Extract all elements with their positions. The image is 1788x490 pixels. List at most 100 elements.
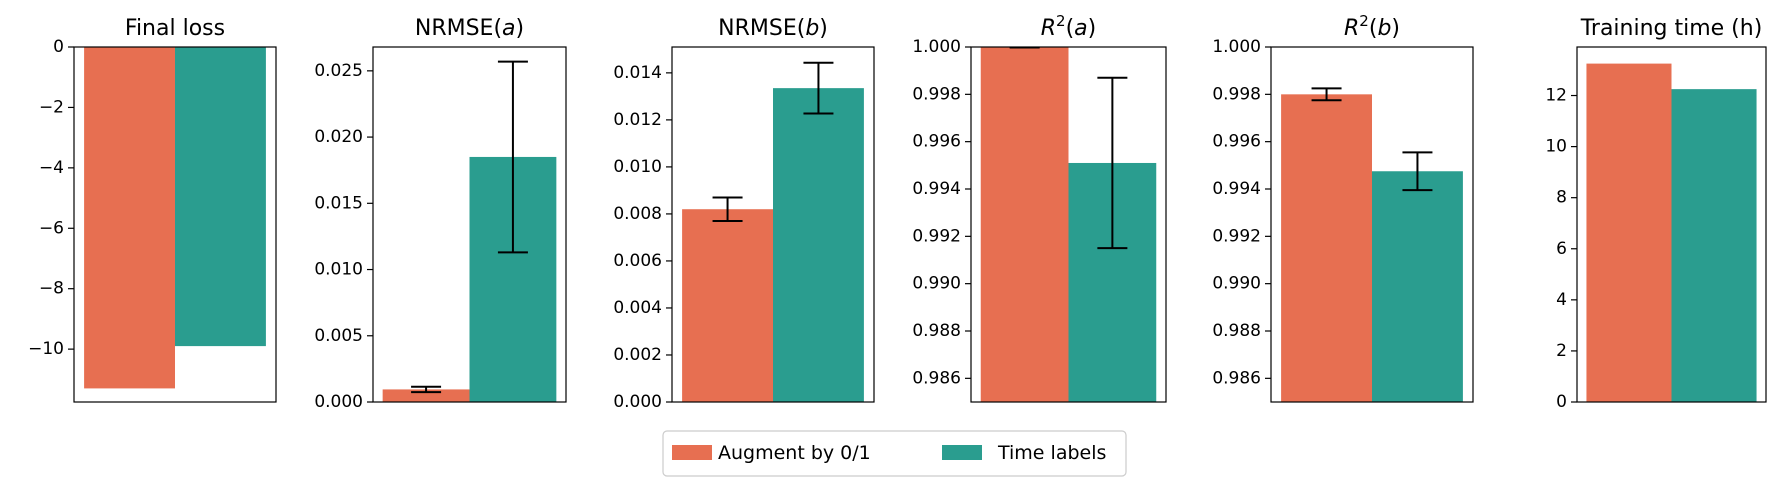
panel-title: Final loss <box>125 16 225 41</box>
bar-time-labels <box>175 47 266 347</box>
panel-title-part: a <box>1074 16 1087 41</box>
bar-time-labels <box>1372 171 1463 402</box>
bars <box>382 60 557 402</box>
legend-swatch-time-labels <box>942 445 982 460</box>
panel-4: 0.986 0.988 0.990 0.992 0.994 0.996 0.998 1.000… <box>912 12 1167 403</box>
panel-6: 0 2 4 6 8 10 12 Training time (h) <box>1545 16 1767 412</box>
y-tick-label: 0.000 <box>613 392 662 412</box>
panel-title-part: NRMSE( <box>718 16 805 41</box>
y-tick-label: 0 <box>53 37 64 57</box>
legend-swatch-augment <box>672 445 712 460</box>
panel-frame <box>1576 46 1767 403</box>
error-bar <box>1402 151 1433 192</box>
y-tick-label: 0.986 <box>1212 368 1261 388</box>
y-tick-label: 0.998 <box>1212 84 1261 104</box>
y-tick-label: 0.988 <box>912 321 961 341</box>
panel-5: 0.986 0.988 0.990 0.992 0.994 0.996 0.998 1.000… <box>1212 12 1474 403</box>
bar-augment <box>84 47 175 389</box>
y-tick-label: 0.008 <box>613 204 662 224</box>
y-tick-label: 0.992 <box>1212 226 1261 246</box>
y-tick-label: 0.998 <box>912 84 961 104</box>
panel-title-part: 2 <box>1359 12 1369 30</box>
panel-title: R2(a) <box>1041 12 1097 41</box>
y-tick-label: 0.990 <box>1212 274 1261 294</box>
error-bar <box>803 61 834 115</box>
panel-title-part: ) <box>516 16 525 41</box>
panel-title-part: ) <box>1391 16 1400 41</box>
y-tick-label: 0.000 <box>314 392 363 412</box>
panel-title-part: R <box>1041 16 1056 41</box>
panel-title-part: b <box>1377 16 1391 41</box>
bar-augment <box>1281 94 1372 402</box>
panel-title: Training time (h) <box>1580 16 1763 41</box>
y-tick-label: 0 <box>1556 392 1567 412</box>
y-tick-label: 0.010 <box>613 157 662 177</box>
panel-title-part: NRMSE( <box>415 16 502 41</box>
y-tick-label: 0.012 <box>613 110 662 130</box>
y-tick-label: 0.986 <box>912 368 961 388</box>
bars <box>84 47 266 389</box>
y-tick-label: −4 <box>39 158 64 178</box>
panel-frame <box>671 46 875 403</box>
error-bar <box>411 385 442 394</box>
y-tick-label: −6 <box>39 218 64 238</box>
bar-augment <box>682 209 773 402</box>
bars <box>1586 63 1757 402</box>
y-tick-label: 0.990 <box>912 274 961 294</box>
panel-2: 0.000 0.005 0.010 0.015 0.020 0.025 NRMSE(a) <box>314 16 567 412</box>
y-tick-label: 4 <box>1556 290 1567 310</box>
legend-frame <box>662 430 1127 477</box>
panel-title-part: b <box>805 16 819 41</box>
error-bar <box>1097 76 1128 250</box>
panel-1: 0 −2 −4 −6 −8 −10 Final loss <box>28 16 277 403</box>
y-tick-label: 8 <box>1556 188 1567 208</box>
panel-3: 0.000 0.002 0.004 0.006 0.008 0.010 0.012 0.014… <box>613 16 875 412</box>
bar-augment <box>980 47 1069 402</box>
y-tick-label: 0.002 <box>613 345 662 365</box>
y-tick-label: −2 <box>39 97 64 117</box>
bar-augment <box>1586 63 1672 402</box>
bar-augment <box>382 389 470 402</box>
panel-title-part: R <box>1344 16 1359 41</box>
panel-title-part: a <box>502 16 515 41</box>
error-bar <box>1311 87 1342 102</box>
y-tick-label: 1.000 <box>1212 37 1261 57</box>
legend-label: Augment by 0/1 <box>718 442 871 464</box>
y-tick-label: 0.006 <box>613 251 662 271</box>
y-tick-label: 0.988 <box>1212 321 1261 341</box>
bar-time-labels <box>1671 89 1757 402</box>
y-tick-label: 0.020 <box>314 127 363 147</box>
y-tick-label: 6 <box>1556 239 1567 259</box>
error-bar <box>497 60 528 254</box>
panel-title-part: ( <box>1066 16 1075 41</box>
y-tick-label: 10 <box>1545 137 1567 157</box>
panel-frame <box>1270 46 1474 403</box>
panel-frame <box>372 46 567 403</box>
y-tick-label: 0.996 <box>912 132 961 152</box>
y-tick-label: 0.994 <box>1212 179 1261 199</box>
y-tick-label: 0.992 <box>912 226 961 246</box>
panel-title-part: ) <box>819 16 828 41</box>
y-tick-label: 0.994 <box>912 179 961 199</box>
y-tick-label: 0.996 <box>1212 132 1261 152</box>
y-tick-label: −10 <box>28 339 64 359</box>
error-bar <box>712 196 743 222</box>
bars <box>980 47 1157 402</box>
bar-time-labels <box>773 88 864 402</box>
legend: Augment by 0/1 Time labels <box>662 430 1127 477</box>
y-tick-label: 0.014 <box>613 63 662 83</box>
y-tick-label: 0.010 <box>314 260 363 280</box>
y-tick-label: 0.015 <box>314 193 363 213</box>
panel-title: NRMSE(a) <box>415 16 524 41</box>
panel-title-part: ( <box>1369 16 1378 41</box>
y-tick-label: 0.004 <box>613 298 662 318</box>
y-tick-label: 2 <box>1556 341 1567 361</box>
y-tick-label: 12 <box>1545 86 1567 106</box>
panel-title: R2(b) <box>1344 12 1400 41</box>
panel-frame <box>73 46 277 403</box>
panel-title: NRMSE(b) <box>718 16 828 41</box>
y-tick-label: 0.025 <box>314 61 363 81</box>
y-tick-label: 1.000 <box>912 37 961 57</box>
panel-title-part: ) <box>1088 16 1097 41</box>
